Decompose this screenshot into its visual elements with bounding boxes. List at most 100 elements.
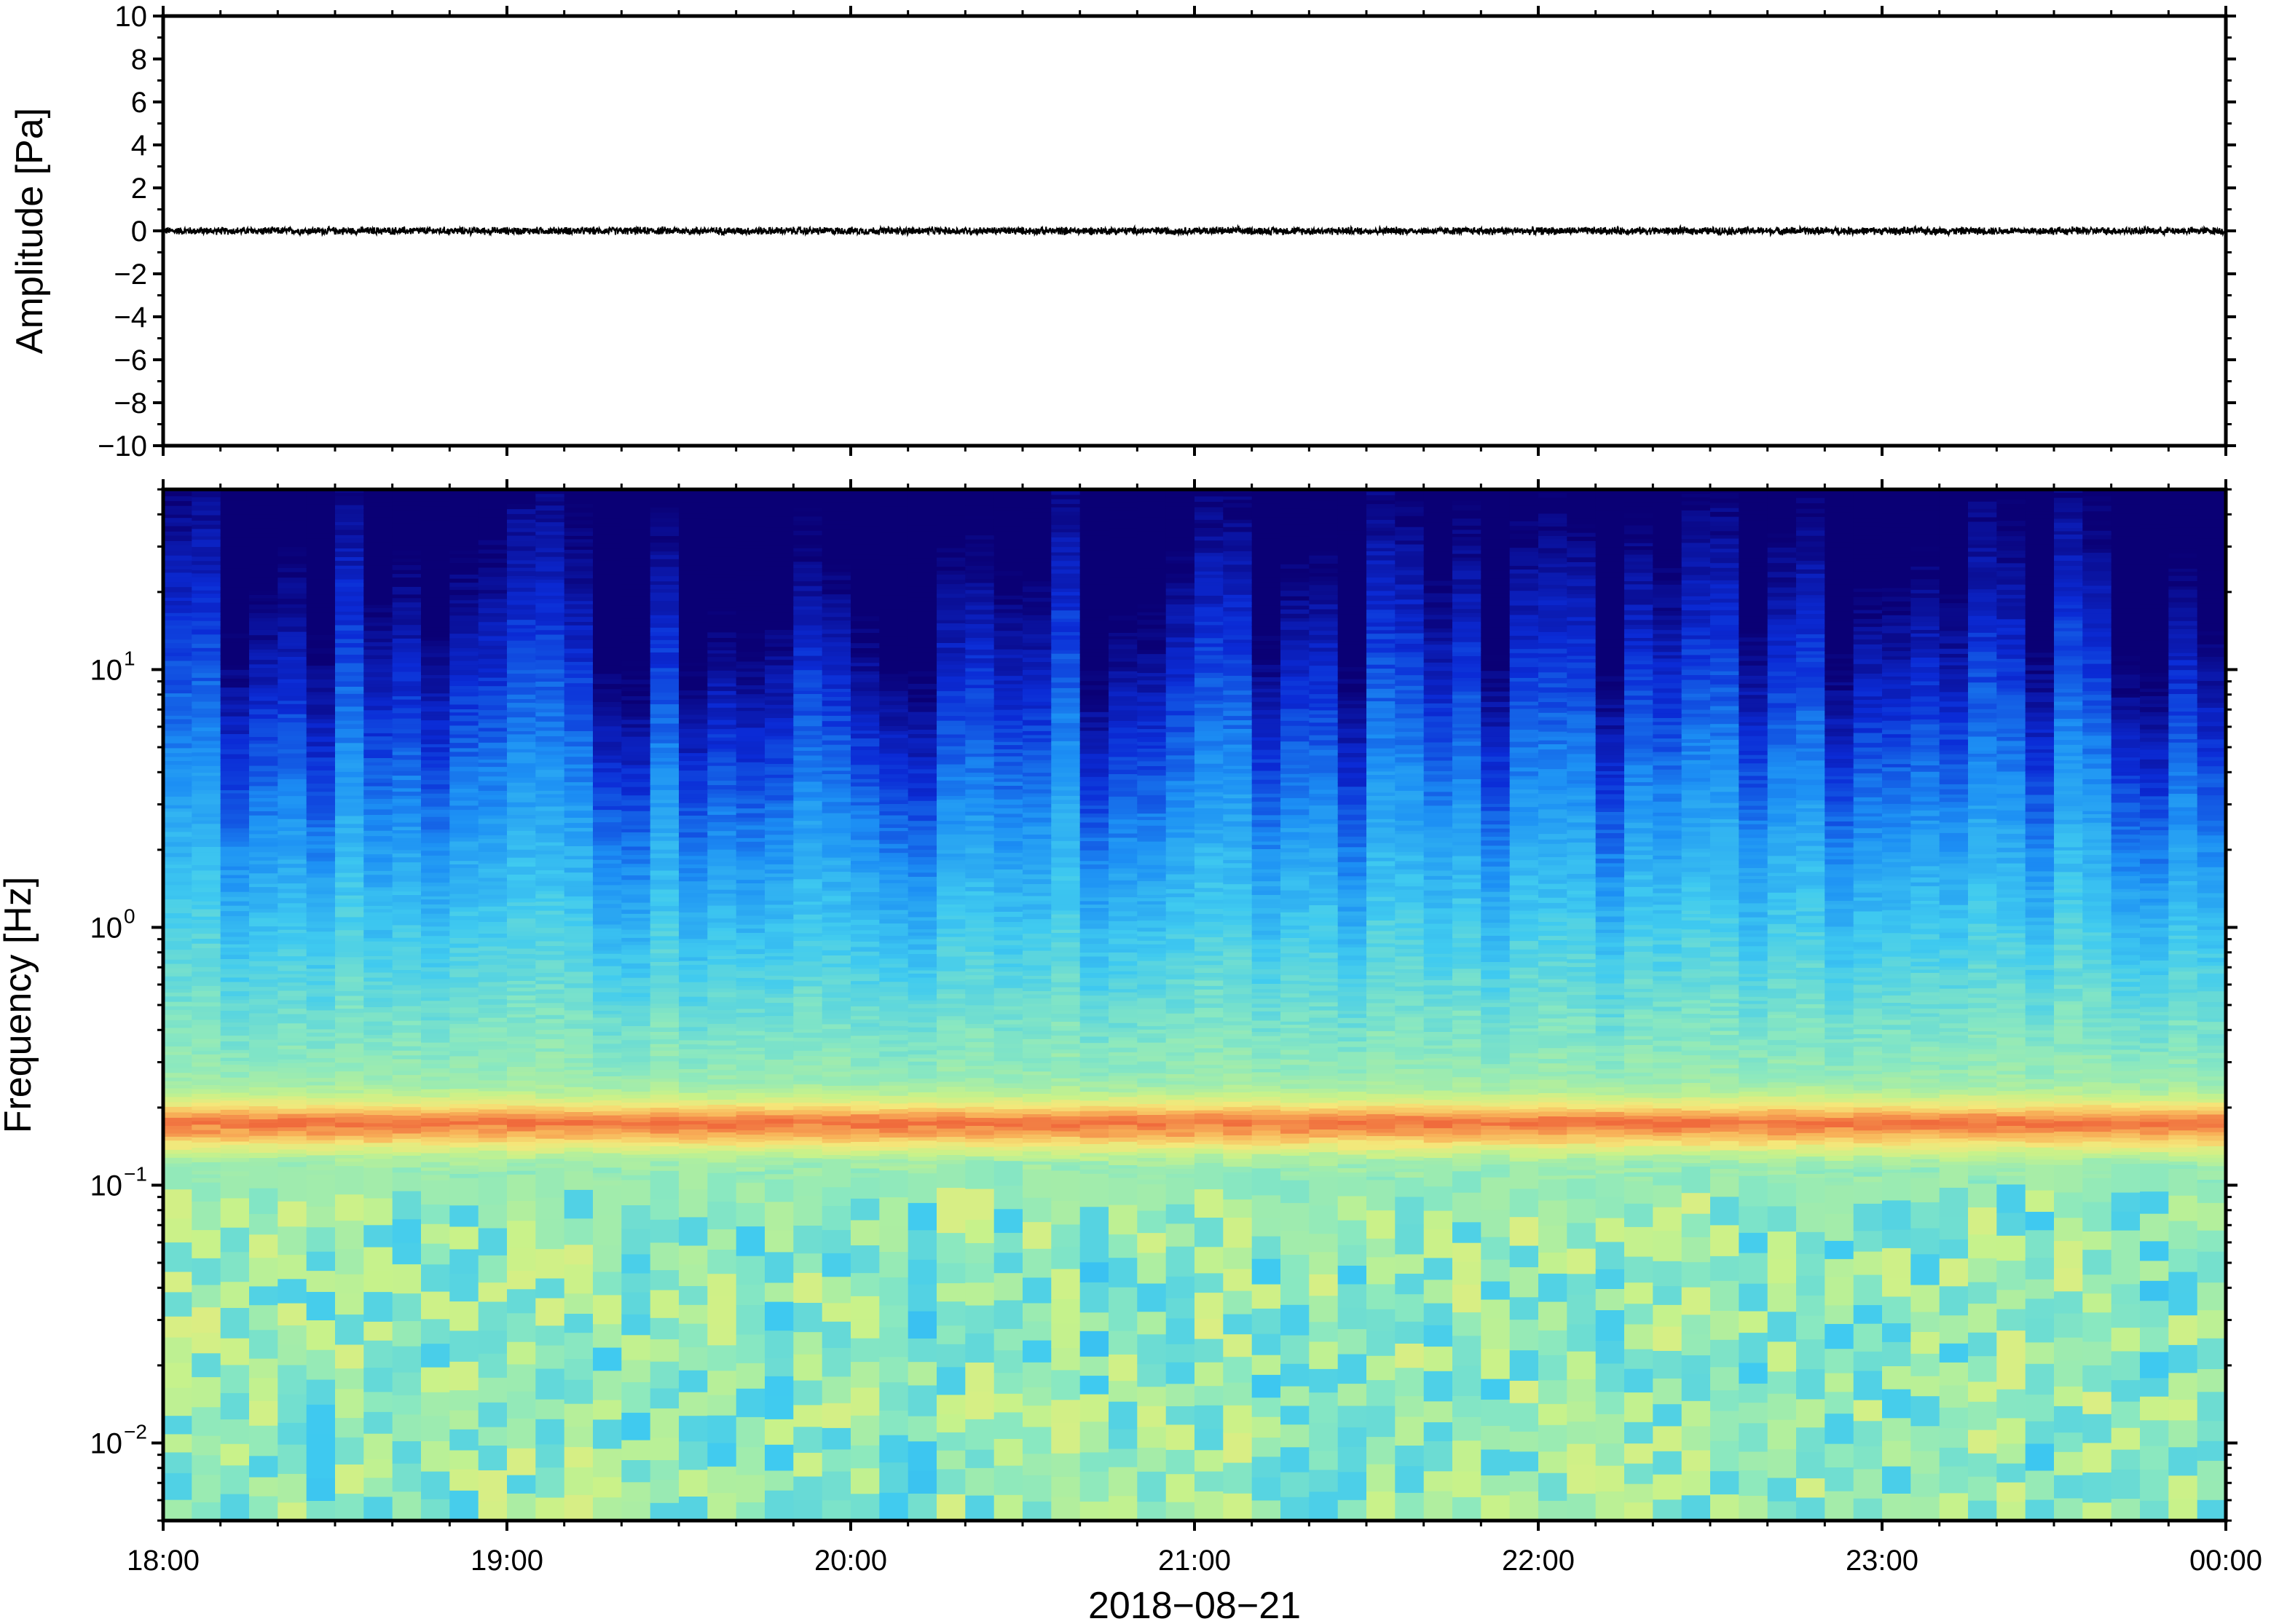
spectrogram-cell (822, 1151, 851, 1155)
spectrogram-cell (478, 621, 508, 626)
spectrogram-cell (507, 874, 537, 880)
spectrogram-cell (220, 886, 250, 892)
spectrogram-cell (306, 673, 336, 679)
spectrogram-cell (249, 1097, 279, 1103)
spectrogram-cell (163, 1080, 193, 1086)
spectrogram-cell (793, 1132, 823, 1138)
spectrogram-cell (249, 1019, 279, 1025)
spectrogram-cell (736, 1474, 765, 1502)
spectrogram-cell (822, 1470, 851, 1501)
spectrogram-cell (793, 1023, 823, 1030)
spectrogram-cell (679, 737, 709, 741)
spectrogram-cell (421, 947, 451, 954)
spectrogram-cell (621, 992, 651, 997)
spectrogram-cell (937, 814, 967, 821)
spectrogram-cell (765, 678, 795, 684)
spectrogram-cell (793, 494, 823, 500)
spectrogram-cell (707, 607, 737, 612)
spectrogram-cell (507, 1122, 537, 1127)
spectrogram-cell (765, 848, 795, 853)
spectrogram-cell (478, 854, 508, 861)
spectrogram-cell (679, 942, 709, 947)
spectrogram-cell (507, 1418, 537, 1448)
spectrogram-cell (449, 550, 479, 554)
spectrogram-cell (822, 683, 851, 689)
spectrogram-cell (908, 562, 937, 567)
spectrogram-cell (306, 996, 336, 1002)
spectrogram-cell (249, 586, 279, 591)
spectrogram-cell (879, 1046, 909, 1052)
spectrogram-cell (449, 607, 479, 612)
spectrogram-cell (278, 617, 307, 621)
spectrogram-cell (679, 1072, 709, 1077)
spectrogram-cell (220, 1045, 250, 1050)
spectrogram-cell (650, 559, 680, 564)
spectrogram-cell (478, 648, 508, 655)
spectrogram-cell (220, 518, 250, 524)
spectrogram-cell (908, 578, 937, 583)
spectrogram-cell (535, 721, 565, 728)
spectrogram-cell (707, 728, 737, 735)
spectrogram-cell (507, 1493, 537, 1521)
spectrogram-cell (421, 509, 451, 516)
spectrogram-cell (851, 1162, 881, 1169)
spectrogram-cell (220, 545, 250, 551)
spectrogram-cell (478, 771, 508, 777)
spectrogram-cell (822, 912, 851, 918)
spectrogram-cell (220, 553, 250, 559)
spectrogram-cell (822, 1158, 851, 1188)
spectrogram-cell (449, 1129, 479, 1135)
spectrogram-cell (392, 1172, 422, 1191)
spectrogram-cell (593, 741, 623, 747)
spectrogram-cell (650, 806, 680, 811)
spectrogram-cell (851, 1128, 881, 1135)
spectrogram-cell (392, 906, 422, 910)
spectrogram-cell (363, 509, 393, 514)
spectrogram-cell (937, 711, 967, 716)
spectrogram-cell (421, 544, 451, 551)
spectrogram-cell (192, 958, 221, 963)
spectrogram-cell (478, 766, 508, 772)
spectrogram-cell (765, 561, 795, 567)
spectrogram-cell (306, 1143, 336, 1147)
spectrogram-cell (736, 710, 765, 717)
spectrogram-cell (478, 747, 508, 752)
spectrogram-cell (249, 612, 279, 618)
spectrogram-cell (363, 691, 393, 698)
spectrogram-cell (306, 582, 336, 586)
spectrogram-cell (220, 1167, 250, 1172)
spectrogram-cell (736, 1027, 765, 1031)
spectrogram-cell (535, 802, 565, 807)
spectrogram-cell (621, 707, 651, 713)
spectrogram-cell (564, 1014, 594, 1020)
spectrogram-cell (335, 605, 365, 612)
spectrogram-cell (621, 699, 651, 704)
spectrogram-cell (707, 724, 737, 730)
spectrogram-cell (650, 784, 680, 790)
spectrogram-cell (363, 929, 393, 934)
spectrogram-cell (879, 977, 909, 982)
spectrogram-cell (306, 727, 336, 733)
spectrogram-cell (478, 544, 508, 550)
spectrogram-cell (449, 827, 479, 833)
spectrogram-cell (278, 1117, 307, 1124)
spectrogram-cell (621, 703, 651, 709)
spectrogram-cell (249, 917, 279, 923)
spectrogram-cell (621, 1314, 651, 1336)
spectrogram-cell (707, 1162, 737, 1168)
spectrogram-cell (822, 760, 851, 764)
spectrogram-cell (879, 1011, 909, 1017)
spectrogram-cell (879, 807, 909, 812)
spectrogram-cell (220, 687, 250, 693)
spectrogram-cell (937, 560, 967, 567)
spectrogram-cell (879, 796, 909, 800)
spectrogram-cell (879, 839, 909, 844)
spectrogram-cell (192, 938, 221, 944)
spectrogram-cell (937, 875, 967, 882)
spectrogram-cell (306, 1320, 336, 1350)
spectrogram-cell (707, 762, 737, 766)
spectrogram-cell (249, 1130, 279, 1136)
spectrogram-cell (192, 660, 221, 666)
spectrogram-cell (449, 906, 479, 912)
spectrogram-cell (535, 1297, 565, 1326)
